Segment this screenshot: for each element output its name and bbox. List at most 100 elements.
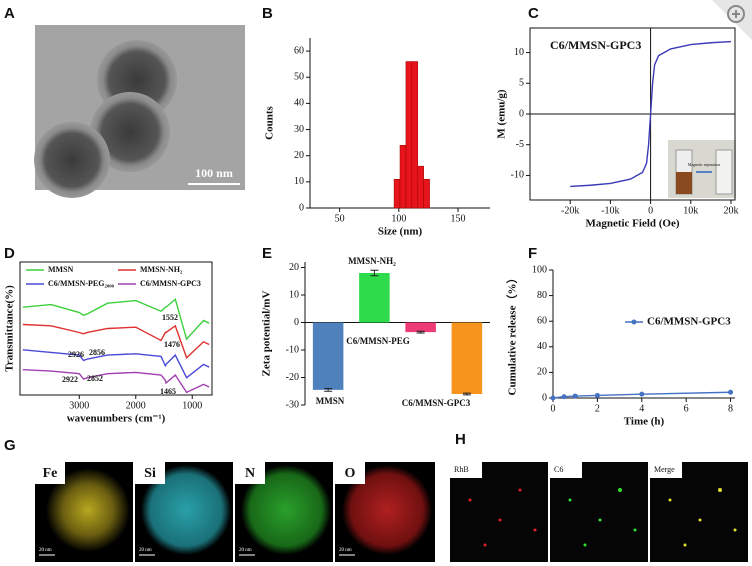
element-label: O — [345, 466, 356, 481]
x-axis-label: wavenumbers (cm⁻¹) — [67, 413, 166, 425]
series-line — [22, 349, 210, 379]
inset-label: Magnetic separation — [688, 162, 721, 167]
label-box — [335, 462, 365, 484]
scale-label: 20 nm — [39, 548, 52, 553]
channel-label: C6 — [554, 465, 563, 474]
bar — [417, 165, 424, 209]
y-tick-label: 80 — [537, 290, 547, 301]
bar — [411, 61, 419, 209]
x-tick-label: 0 — [551, 403, 556, 414]
x-tick-label: 1000 — [182, 400, 202, 411]
error-bar — [416, 330, 425, 334]
bar — [405, 322, 436, 333]
label-box — [550, 462, 582, 478]
series-line — [22, 323, 210, 360]
y-tick-label: 0 — [519, 108, 524, 119]
y-tick-label: 10 — [514, 47, 524, 58]
x-tick-label: 100 — [391, 213, 406, 224]
x-tick-label: 3000 — [69, 400, 89, 411]
peak-label: 2852 — [87, 374, 103, 383]
y-tick-label: -20 — [286, 372, 299, 383]
tem-image: 100 nm — [34, 25, 245, 198]
category-label: MMSN — [316, 396, 345, 406]
series-line — [570, 40, 732, 188]
panel-label: B — [262, 5, 273, 22]
x-tick-label: -10k — [601, 205, 619, 216]
peak-label: 1476 — [164, 340, 180, 349]
y-tick-label: 20 — [537, 367, 547, 378]
scale-label: 20 nm — [239, 548, 252, 553]
bar — [393, 178, 401, 209]
scale-label: 20 nm — [339, 548, 352, 553]
label-box — [650, 462, 682, 478]
peak-label: 2856 — [89, 348, 105, 357]
point — [594, 392, 600, 398]
peak-label: 1552 — [162, 313, 178, 322]
peak-label: 2922 — [62, 375, 78, 384]
x-tick-label: 20k — [723, 205, 738, 216]
eds-maps — [35, 462, 435, 562]
panel-label: A — [4, 5, 15, 22]
y-tick-label: -30 — [286, 399, 299, 410]
panel-label: F — [528, 245, 537, 262]
y-tick-label: -10 — [511, 170, 524, 181]
x-tick-label: 10k — [683, 205, 698, 216]
x-tick-label: 8 — [728, 403, 733, 414]
y-tick-label: 60 — [537, 315, 547, 326]
point — [550, 395, 556, 401]
label-box — [135, 462, 165, 484]
y-tick-label: 20 — [294, 150, 304, 161]
series-line — [22, 369, 210, 394]
legend-label: C6/MMSN-GPC3 — [647, 316, 731, 328]
category-label: C6/MMSN-GPC3 — [402, 398, 471, 408]
y-tick-label: 0 — [299, 202, 304, 213]
panel-label: C — [528, 5, 539, 22]
y-tick-label: 60 — [294, 45, 304, 56]
y-tick-label: -5 — [516, 139, 524, 150]
peak-label: 2926 — [68, 350, 84, 359]
element-label: N — [245, 466, 255, 481]
element-label: Fe — [43, 466, 58, 481]
inset-photo: Magnetic separation — [668, 140, 736, 198]
label-box — [35, 462, 65, 484]
point — [639, 391, 645, 397]
peak-label: 1465 — [160, 387, 176, 396]
legend-label: C6/MMSN-GPC3 — [140, 279, 201, 288]
error-bar — [324, 388, 333, 392]
y-tick-label: 20 — [289, 262, 299, 273]
panel-label: E — [262, 245, 272, 262]
zoom-button[interactable] — [712, 0, 752, 40]
x-tick-label: 0 — [648, 205, 653, 216]
x-axis-label: Size (nm) — [378, 226, 423, 238]
legend-label: MMSN — [48, 265, 74, 274]
error-bar — [370, 269, 379, 277]
series-line — [22, 297, 210, 341]
x-tick-label: 6 — [684, 403, 689, 414]
bar — [405, 61, 413, 209]
panel-label: G — [4, 437, 16, 454]
y-tick-label: 40 — [294, 98, 304, 109]
y-tick-label: 10 — [289, 289, 299, 300]
y-tick-label: 10 — [294, 176, 304, 187]
x-tick-label: 150 — [451, 213, 466, 224]
category-label: MMSN-NH₂ — [348, 256, 396, 266]
chart-title: C6/MMSN-GPC3 — [550, 38, 641, 52]
scale-label: 20 nm — [139, 548, 152, 553]
category-label: C6/MMSN-PEG — [346, 336, 410, 346]
legend-label: C6/MMSN-PEG₂₀₀₀ — [48, 279, 115, 288]
element-label: Si — [144, 466, 156, 481]
error-bar — [462, 392, 471, 396]
bar — [359, 273, 390, 323]
bar — [399, 144, 407, 209]
point — [728, 389, 734, 395]
y-tick-label: 40 — [537, 341, 547, 352]
x-tick-label: 50 — [335, 213, 345, 224]
x-tick-label: -20k — [561, 205, 579, 216]
panel-label: H — [455, 431, 466, 448]
y-tick-label: 0 — [542, 392, 547, 403]
bar — [423, 178, 430, 209]
y-axis-label: Counts — [264, 105, 276, 139]
panel-label: D — [4, 245, 15, 262]
confocal-images — [450, 462, 748, 562]
